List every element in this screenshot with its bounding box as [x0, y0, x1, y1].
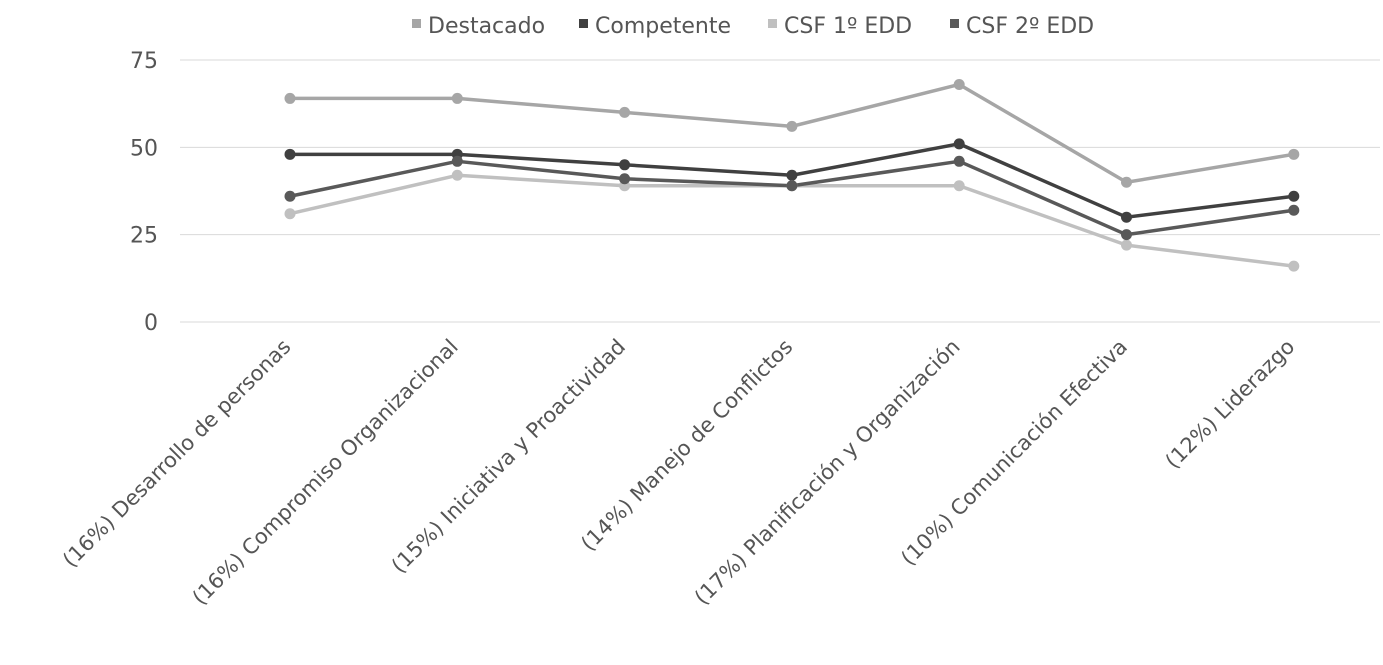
data-point — [1121, 211, 1132, 223]
x-tick-label: (17%) Planificación y Organización — [690, 335, 965, 610]
legend-swatch — [768, 19, 777, 28]
data-point — [619, 106, 631, 118]
data-point — [619, 173, 631, 185]
data-point — [451, 169, 463, 181]
data-point — [953, 138, 965, 150]
y-tick-label: 75 — [130, 49, 158, 74]
legend-swatch — [579, 19, 588, 28]
data-point — [1288, 260, 1300, 272]
y-tick-label: 25 — [130, 224, 158, 249]
data-point — [1288, 148, 1300, 160]
data-point — [1288, 190, 1300, 202]
data-point — [1288, 204, 1300, 216]
data-point — [451, 92, 463, 104]
data-point — [786, 180, 798, 192]
legend-label: CSF 1º EDD — [784, 14, 912, 39]
legend-swatch — [950, 19, 959, 28]
x-axis-labels: (16%) Desarrollo de personas(16%) Compro… — [58, 335, 1299, 610]
data-point — [1121, 176, 1132, 188]
legend-label: Destacado — [428, 14, 545, 39]
legend-swatch — [412, 19, 421, 28]
legend-label: CSF 2º EDD — [966, 14, 1094, 39]
x-tick-label: (12%) Liderazgo — [1161, 335, 1300, 474]
data-point — [451, 155, 463, 167]
data-point — [284, 190, 296, 202]
data-point — [619, 159, 631, 171]
data-point — [284, 148, 296, 160]
legend: Destacado Competente CSF 1º EDD CSF 2º EDD — [412, 14, 1094, 39]
y-axis-ticks: 0 25 50 75 — [130, 49, 158, 336]
series-line — [290, 82, 1295, 185]
data-point — [953, 78, 965, 90]
data-point — [953, 180, 965, 192]
y-tick-label: 50 — [130, 136, 158, 161]
grid — [180, 59, 1380, 323]
x-tick-label: (16%) Compromiso Organizacional — [188, 335, 463, 610]
data-point — [284, 92, 296, 104]
data-point — [786, 169, 798, 181]
y-tick-label: 0 — [144, 311, 158, 336]
series-points — [284, 78, 1300, 272]
data-point — [284, 208, 296, 220]
data-point — [1121, 239, 1132, 251]
legend-label: Competente — [595, 14, 731, 39]
data-point — [953, 155, 965, 167]
data-point — [1121, 229, 1132, 241]
data-point — [786, 120, 798, 132]
